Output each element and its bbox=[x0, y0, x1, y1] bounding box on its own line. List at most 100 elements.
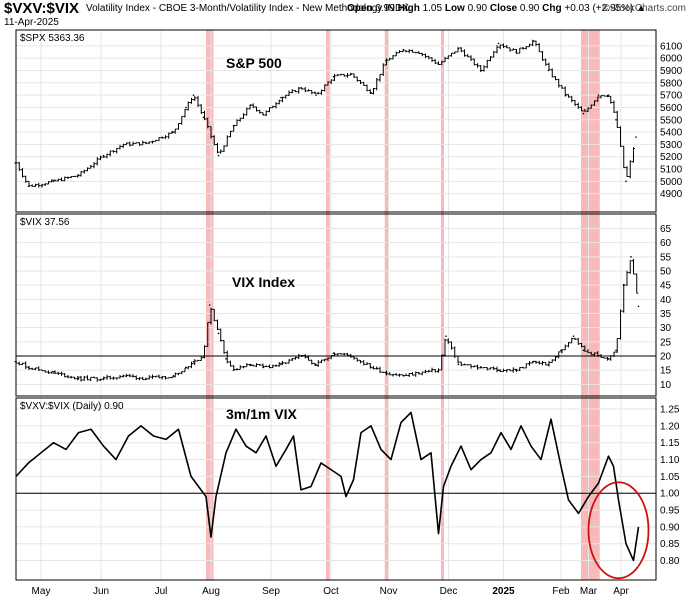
data-point bbox=[77, 377, 80, 380]
panel-label: $VXV:$VIX (Daily) 0.90 bbox=[20, 401, 124, 412]
data-point bbox=[622, 284, 625, 286]
y-tick-label: 5800 bbox=[660, 78, 683, 89]
x-tick-label: 2025 bbox=[492, 586, 515, 597]
panel-annotation: 3m/1m VIX bbox=[226, 406, 297, 422]
data-point bbox=[250, 363, 252, 366]
data-point bbox=[192, 94, 195, 96]
chart-description: Volatility Index - CBOE 3-Month/Volatili… bbox=[86, 3, 409, 14]
data-point bbox=[77, 174, 80, 177]
y-tick-label: 1.05 bbox=[660, 472, 680, 483]
data-point bbox=[607, 94, 610, 96]
data-point bbox=[615, 349, 617, 352]
y-tick-label: 5400 bbox=[660, 128, 683, 139]
brand-logo[interactable]: ©StockCharts.com bbox=[602, 3, 686, 14]
x-tick-label: Jun bbox=[93, 586, 109, 597]
y-tick-label: 30 bbox=[660, 323, 672, 334]
data-point bbox=[637, 305, 640, 308]
data-point bbox=[172, 375, 175, 377]
y-tick-label: 6000 bbox=[660, 54, 683, 65]
chart-symbol: $VXV:$VIX bbox=[4, 0, 80, 17]
y-tick-label: 0.85 bbox=[660, 539, 680, 550]
data-point bbox=[250, 104, 252, 106]
close-value: 0.90 bbox=[519, 3, 540, 14]
panel-frame bbox=[15, 29, 657, 213]
highlight-band bbox=[384, 30, 389, 580]
data-point bbox=[27, 185, 30, 188]
y-tick-label: 1.25 bbox=[660, 405, 680, 416]
data-point bbox=[102, 154, 105, 157]
data-point bbox=[52, 372, 55, 374]
data-point bbox=[582, 112, 585, 115]
data-point bbox=[332, 75, 335, 78]
y-tick-label: 5100 bbox=[660, 165, 683, 176]
y-tick-label: 55 bbox=[660, 252, 672, 263]
data-point bbox=[437, 369, 440, 371]
data-point bbox=[547, 363, 550, 366]
y-tick-label: 6100 bbox=[660, 41, 683, 52]
data-point bbox=[597, 355, 600, 357]
data-point bbox=[532, 360, 535, 363]
data-point bbox=[597, 94, 600, 96]
data-point bbox=[385, 372, 387, 374]
y-tick-label: 5300 bbox=[660, 140, 683, 151]
data-point bbox=[27, 366, 30, 369]
data-point bbox=[615, 118, 617, 121]
high-value: 1.05 bbox=[422, 3, 443, 14]
up-triangle-icon: ▲ bbox=[636, 3, 646, 14]
ohlc-bars bbox=[14, 39, 635, 188]
y-tick-label: 60 bbox=[660, 238, 672, 249]
high-label: High bbox=[397, 3, 420, 14]
highlight-band bbox=[441, 30, 444, 580]
x-tick-label: Sep bbox=[262, 586, 280, 597]
data-point bbox=[437, 63, 440, 66]
y-tick-label: 4900 bbox=[660, 189, 683, 200]
data-point bbox=[262, 114, 265, 116]
panel-annotation: S&P 500 bbox=[226, 55, 282, 71]
y-tick-label: 0.95 bbox=[660, 506, 680, 517]
brand-name: StockCharts.com bbox=[609, 3, 686, 14]
low-value: 0.90 bbox=[467, 3, 488, 14]
y-tick-label: 1.20 bbox=[660, 421, 680, 432]
y-tick-label: 5900 bbox=[660, 66, 683, 77]
data-point bbox=[217, 332, 220, 335]
data-point bbox=[208, 304, 211, 306]
data-point bbox=[370, 91, 372, 94]
close-label: Close bbox=[489, 3, 518, 14]
data-point bbox=[185, 366, 187, 369]
data-point bbox=[315, 363, 317, 366]
data-point bbox=[635, 136, 637, 138]
data-point bbox=[350, 355, 352, 357]
data-point bbox=[497, 42, 500, 45]
data-point bbox=[625, 180, 627, 183]
y-tick-label: 5200 bbox=[660, 152, 683, 163]
y-tick-label: 40 bbox=[660, 295, 672, 306]
data-point bbox=[217, 154, 220, 157]
y-tick-label: 5500 bbox=[660, 115, 683, 126]
y-tick-label: 65 bbox=[660, 224, 672, 235]
data-point bbox=[417, 51, 420, 53]
panel-frame bbox=[15, 213, 657, 397]
data-point bbox=[402, 375, 405, 377]
data-point bbox=[185, 106, 187, 109]
data-point bbox=[102, 377, 105, 380]
panel-label: $VIX 37.56 bbox=[20, 217, 70, 228]
y-tick-label: 5600 bbox=[660, 103, 683, 114]
copyright-icon: © bbox=[602, 3, 610, 14]
x-tick-label: Dec bbox=[440, 586, 458, 597]
y-tick-label: 20 bbox=[660, 352, 672, 363]
y-tick-label: 1.10 bbox=[660, 455, 680, 466]
x-tick-label: May bbox=[32, 586, 51, 597]
data-point bbox=[630, 256, 632, 258]
data-point bbox=[560, 349, 562, 352]
data-point bbox=[457, 47, 460, 50]
data-point bbox=[262, 366, 265, 369]
y-tick-label: 15 bbox=[660, 366, 672, 377]
open-label: Open bbox=[347, 3, 373, 14]
data-point bbox=[445, 335, 447, 337]
y-tick-label: 1.00 bbox=[660, 489, 680, 500]
data-point bbox=[232, 125, 235, 127]
ohlc-summary: Open 0.99 High 1.05 Low 0.90 Close 0.90 … bbox=[347, 3, 646, 14]
x-tick-label: Aug bbox=[202, 586, 220, 597]
